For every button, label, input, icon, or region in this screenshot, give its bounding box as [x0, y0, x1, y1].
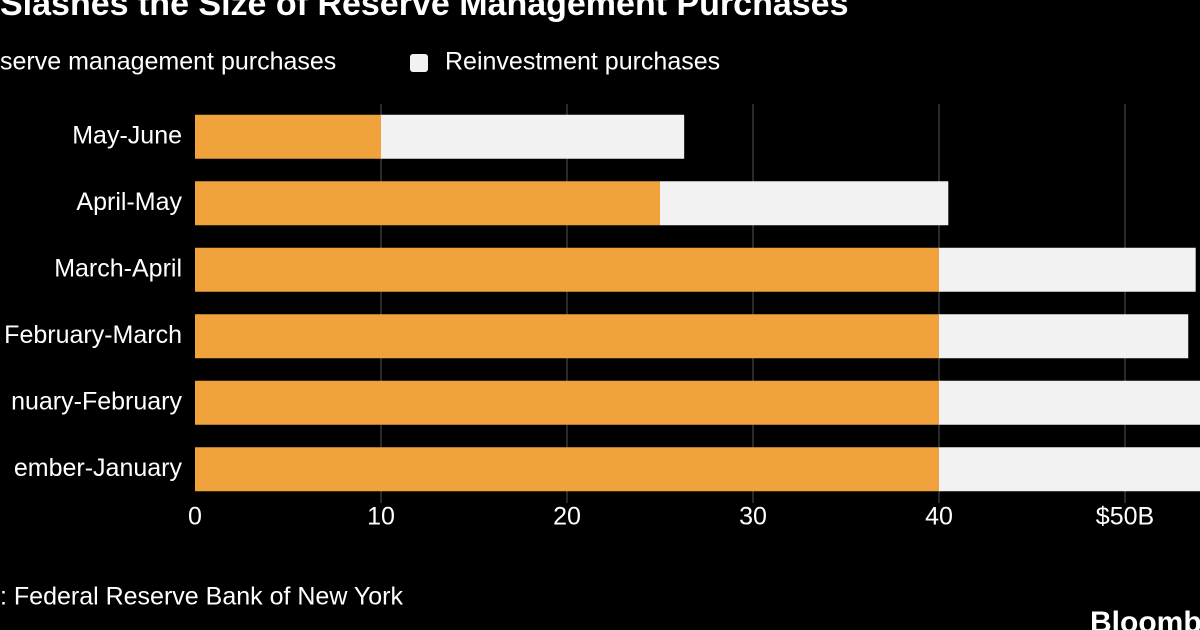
chart-title: Slashes the Size of Reserve Management P… [0, 0, 848, 23]
bar-segment [195, 314, 939, 359]
bar-segment [939, 314, 1189, 359]
brand: Bloomb [1090, 606, 1200, 630]
x-tick-label: 40 [925, 503, 953, 531]
bar-segment [195, 114, 381, 159]
bar-segment [195, 447, 939, 492]
x-tick-label: $50B [1096, 503, 1154, 531]
x-tick-label: 10 [367, 503, 395, 531]
source: : Federal Reserve Bank of New York [0, 583, 403, 611]
legend-label: Reinvestment purchases [445, 48, 720, 76]
x-tick-label: 0 [188, 503, 202, 531]
bar-segment [381, 114, 685, 159]
y-tick-label: March-April [54, 254, 182, 282]
legend-swatch [410, 54, 428, 72]
y-tick-label: February-March [4, 321, 182, 349]
bar-segment [939, 247, 1196, 292]
y-tick-label: April-May [76, 188, 182, 216]
legend-label: serve management purchases [0, 48, 336, 76]
bar-segment [939, 447, 1200, 492]
x-tick-label: 30 [739, 503, 767, 531]
y-tick-label: May-June [72, 121, 182, 149]
y-tick-label: ember-January [14, 454, 183, 482]
bar-segment [660, 181, 949, 226]
bar-segment [939, 380, 1200, 425]
x-tick-label: 20 [553, 503, 581, 531]
bar-segment [195, 181, 660, 226]
bar-segment [195, 380, 939, 425]
bar-segment [195, 247, 939, 292]
y-tick-label: nuary-February [11, 387, 182, 415]
